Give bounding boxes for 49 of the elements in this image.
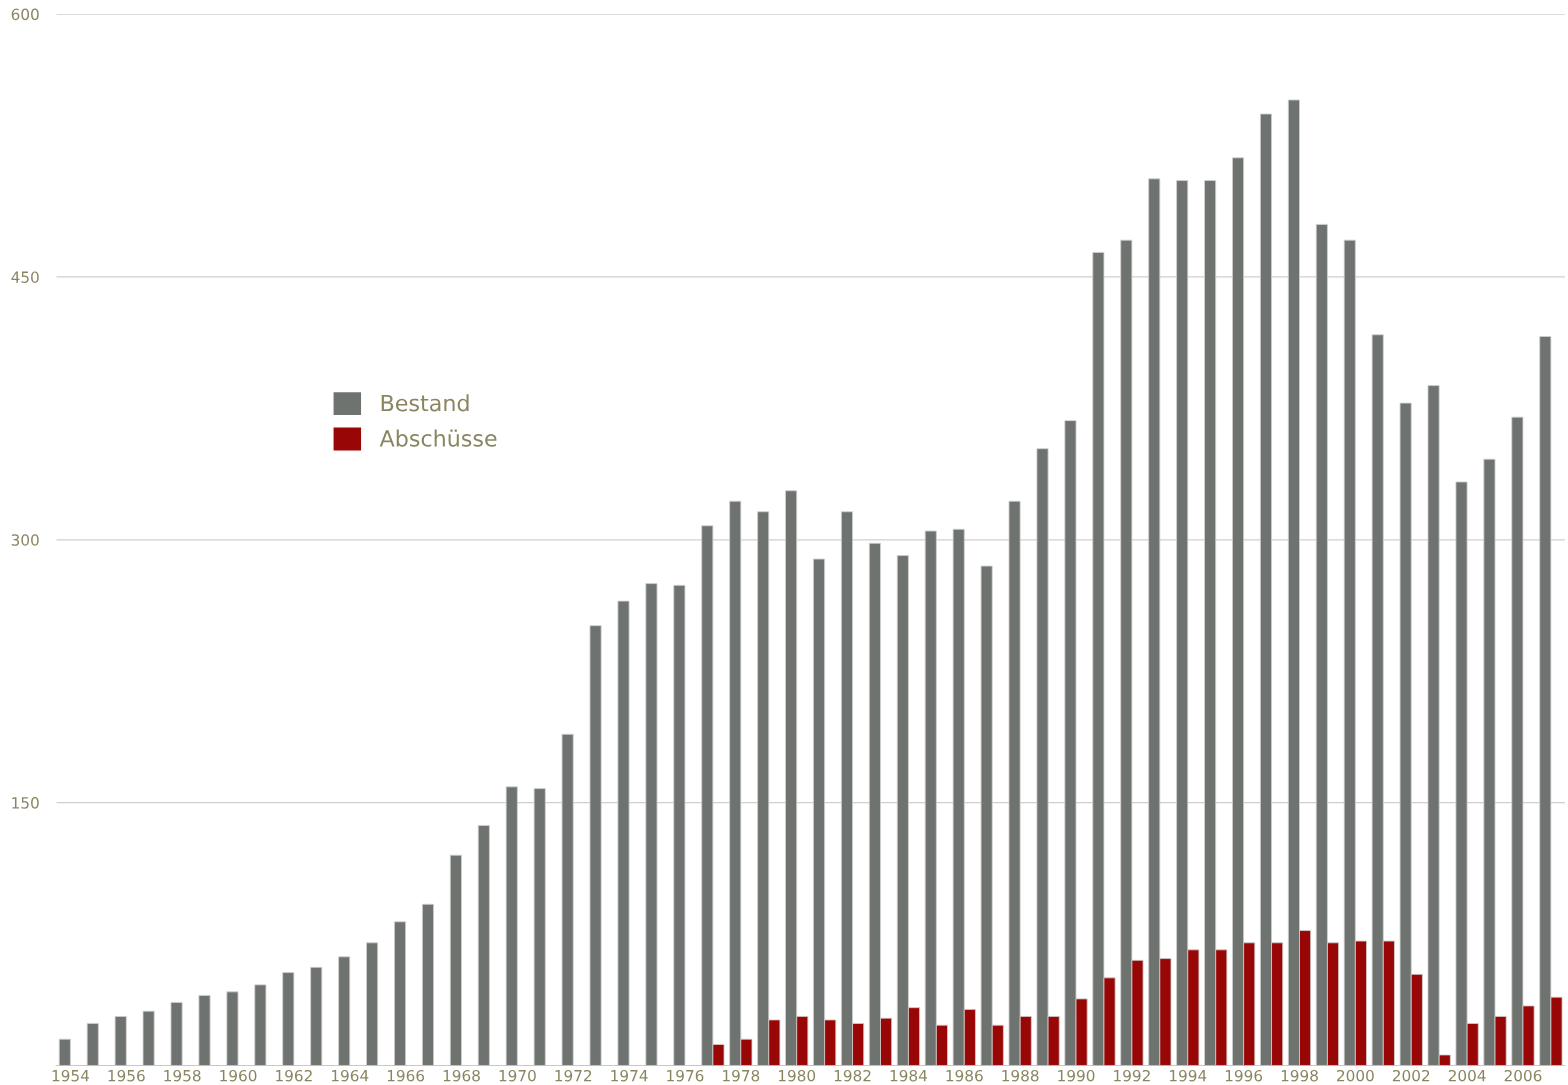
y-tick-label: 450 <box>11 271 39 283</box>
x-tick-label: 1996 <box>1225 1069 1263 1082</box>
x-tick-label: 1980 <box>778 1069 816 1082</box>
bar <box>394 921 407 1066</box>
bar <box>366 942 379 1066</box>
legend-label: Abschüsse <box>379 429 497 447</box>
bar <box>198 994 211 1066</box>
x-tick-label: 1990 <box>1058 1069 1095 1082</box>
bar <box>114 1015 127 1066</box>
bar <box>338 956 351 1066</box>
x-tick-label: 1978 <box>723 1069 760 1082</box>
x-tick-label: 1966 <box>387 1069 425 1082</box>
x-tick-label: 1976 <box>667 1069 704 1082</box>
x-tick-label: 1992 <box>1114 1069 1150 1082</box>
x-tick-label: 1964 <box>331 1069 369 1082</box>
x-tick-label: 1960 <box>220 1069 257 1082</box>
bar <box>254 984 267 1066</box>
x-tick-label: 1988 <box>1002 1069 1039 1082</box>
x-tick-label: 1962 <box>276 1069 312 1082</box>
bar <box>58 1038 71 1066</box>
legend-label: Bestand <box>381 394 469 412</box>
x-tick-label: 2002 <box>1392 1069 1430 1082</box>
bar <box>142 1010 155 1066</box>
x-tick-label: 1958 <box>164 1069 201 1082</box>
y-tick-label: 300 <box>11 534 39 546</box>
bar <box>86 1023 99 1066</box>
bar <box>421 903 434 1066</box>
x-tick-label: 1998 <box>1281 1069 1318 1082</box>
x-tick-label: 2004 <box>1448 1069 1486 1082</box>
x-tick-label: 1956 <box>108 1069 145 1082</box>
bar <box>477 824 490 1066</box>
x-tick-label: 1968 <box>443 1069 480 1082</box>
bar <box>310 966 323 1066</box>
bar <box>170 1001 183 1066</box>
x-tick-label: 2000 <box>1337 1069 1374 1082</box>
x-tick-label: 1970 <box>499 1069 536 1082</box>
bar <box>226 991 239 1066</box>
x-tick-label: 1954 <box>52 1069 89 1082</box>
x-tick-label: 1984 <box>890 1069 928 1082</box>
bar <box>449 854 462 1066</box>
x-tick-label: 2006 <box>1504 1069 1542 1082</box>
x-tick-label: 1994 <box>1170 1069 1207 1082</box>
x-tick-label: 1972 <box>555 1069 592 1082</box>
x-tick-label: 1982 <box>834 1069 871 1082</box>
y-tick-label: 600 <box>11 8 39 21</box>
x-tick-label: 1974 <box>611 1069 648 1082</box>
y-tick-label: 150 <box>12 797 39 809</box>
bar <box>282 972 295 1066</box>
x-tick-label: 1986 <box>946 1069 983 1082</box>
